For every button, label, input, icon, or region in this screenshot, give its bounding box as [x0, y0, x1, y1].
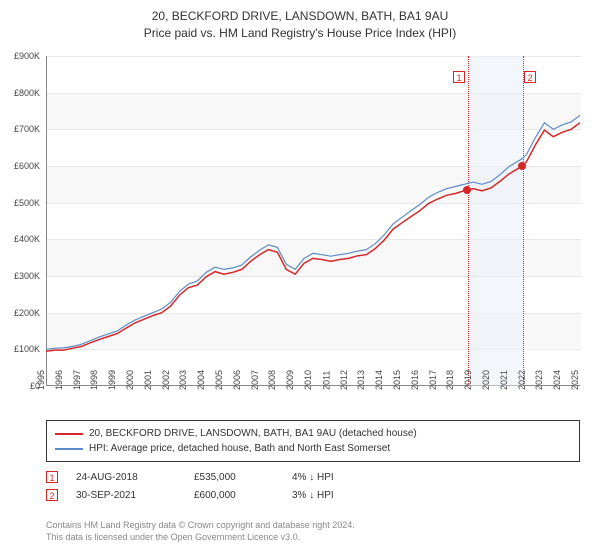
sale-marker-1: 1 [46, 471, 58, 483]
x-axis-label: 2013 [356, 370, 366, 390]
y-axis-label: £100K [14, 344, 40, 354]
y-axis-label: £600K [14, 161, 40, 171]
sale-marker-box: 1 [453, 71, 465, 83]
x-axis-label: 2015 [392, 370, 402, 390]
legend-swatch-property [55, 433, 83, 435]
sale-hpi: 3% ↓ HPI [292, 490, 392, 501]
x-axis-label: 2016 [410, 370, 420, 390]
x-axis-label: 2014 [374, 370, 384, 390]
sales-table: 1 24-AUG-2018 £535,000 4% ↓ HPI 2 30-SEP… [46, 468, 580, 504]
sale-row: 1 24-AUG-2018 £535,000 4% ↓ HPI [46, 468, 580, 486]
y-axis-label: £400K [14, 234, 40, 244]
y-axis-label: £300K [14, 271, 40, 281]
y-axis-label: £500K [14, 198, 40, 208]
plot-area [46, 56, 580, 386]
x-axis-label: 2006 [232, 370, 242, 390]
chart-title: 20, BECKFORD DRIVE, LANSDOWN, BATH, BA1 … [0, 0, 600, 42]
x-axis-label: 2000 [125, 370, 135, 390]
legend-swatch-hpi [55, 448, 83, 450]
x-axis-label: 1999 [107, 370, 117, 390]
x-axis-label: 2002 [161, 370, 171, 390]
x-axis-label: 1997 [72, 370, 82, 390]
legend-property-row: 20, BECKFORD DRIVE, LANSDOWN, BATH, BA1 … [55, 426, 571, 441]
x-axis-label: 2017 [428, 370, 438, 390]
x-axis-label: 2022 [517, 370, 527, 390]
x-axis-label: 2008 [267, 370, 277, 390]
x-axis-label: 1998 [89, 370, 99, 390]
sale-date-line [468, 56, 469, 386]
sale-row: 2 30-SEP-2021 £600,000 3% ↓ HPI [46, 486, 580, 504]
y-axis-label: £900K [14, 51, 40, 61]
sale-date: 24-AUG-2018 [76, 472, 176, 483]
y-axis-label: £800K [14, 88, 40, 98]
x-axis-label: 2009 [285, 370, 295, 390]
legend-property-label: 20, BECKFORD DRIVE, LANSDOWN, BATH, BA1 … [89, 426, 417, 441]
x-axis-label: 2024 [552, 370, 562, 390]
sale-point [463, 186, 471, 194]
legend-hpi-row: HPI: Average price, detached house, Bath… [55, 441, 571, 456]
chart-area: £0£100K£200K£300K£400K£500K£600K£700K£80… [46, 56, 580, 386]
x-axis-label: 2021 [499, 370, 509, 390]
x-axis-label: 2001 [143, 370, 153, 390]
footnote: Contains HM Land Registry data © Crown c… [46, 520, 580, 543]
chart-container: 20, BECKFORD DRIVE, LANSDOWN, BATH, BA1 … [0, 0, 600, 560]
sale-period-band [468, 56, 523, 386]
title-line-2: Price paid vs. HM Land Registry's House … [0, 25, 600, 42]
x-axis-label: 2007 [250, 370, 260, 390]
sale-date: 30-SEP-2021 [76, 490, 176, 501]
sale-marker-box: 2 [524, 71, 536, 83]
y-axis-label: £200K [14, 308, 40, 318]
x-axis-label: 2011 [321, 371, 331, 390]
x-axis-label: 2010 [303, 370, 313, 390]
legend-box: 20, BECKFORD DRIVE, LANSDOWN, BATH, BA1 … [46, 420, 580, 462]
x-axis-label: 2023 [534, 370, 544, 390]
sale-marker-2: 2 [46, 489, 58, 501]
x-axis-label: 1995 [36, 370, 46, 390]
y-axis-label: £700K [14, 124, 40, 134]
title-line-1: 20, BECKFORD DRIVE, LANSDOWN, BATH, BA1 … [0, 8, 600, 25]
x-axis-label: 1996 [54, 370, 64, 390]
sale-date-line [523, 56, 524, 386]
x-axis-label: 2004 [196, 370, 206, 390]
sale-price: £535,000 [194, 472, 274, 483]
x-axis-label: 2003 [178, 370, 188, 390]
x-axis-label: 2019 [463, 370, 473, 390]
x-axis-label: 2025 [570, 370, 580, 390]
x-axis-label: 2020 [481, 370, 491, 390]
sale-price: £600,000 [194, 490, 274, 501]
footnote-line-2: This data is licensed under the Open Gov… [46, 532, 580, 544]
legend-hpi-label: HPI: Average price, detached house, Bath… [89, 441, 390, 456]
sale-hpi: 4% ↓ HPI [292, 472, 392, 483]
x-axis-label: 2012 [339, 370, 349, 390]
x-axis-label: 2018 [445, 370, 455, 390]
sale-point [518, 162, 526, 170]
x-axis-label: 2005 [214, 370, 224, 390]
footnote-line-1: Contains HM Land Registry data © Crown c… [46, 520, 580, 532]
